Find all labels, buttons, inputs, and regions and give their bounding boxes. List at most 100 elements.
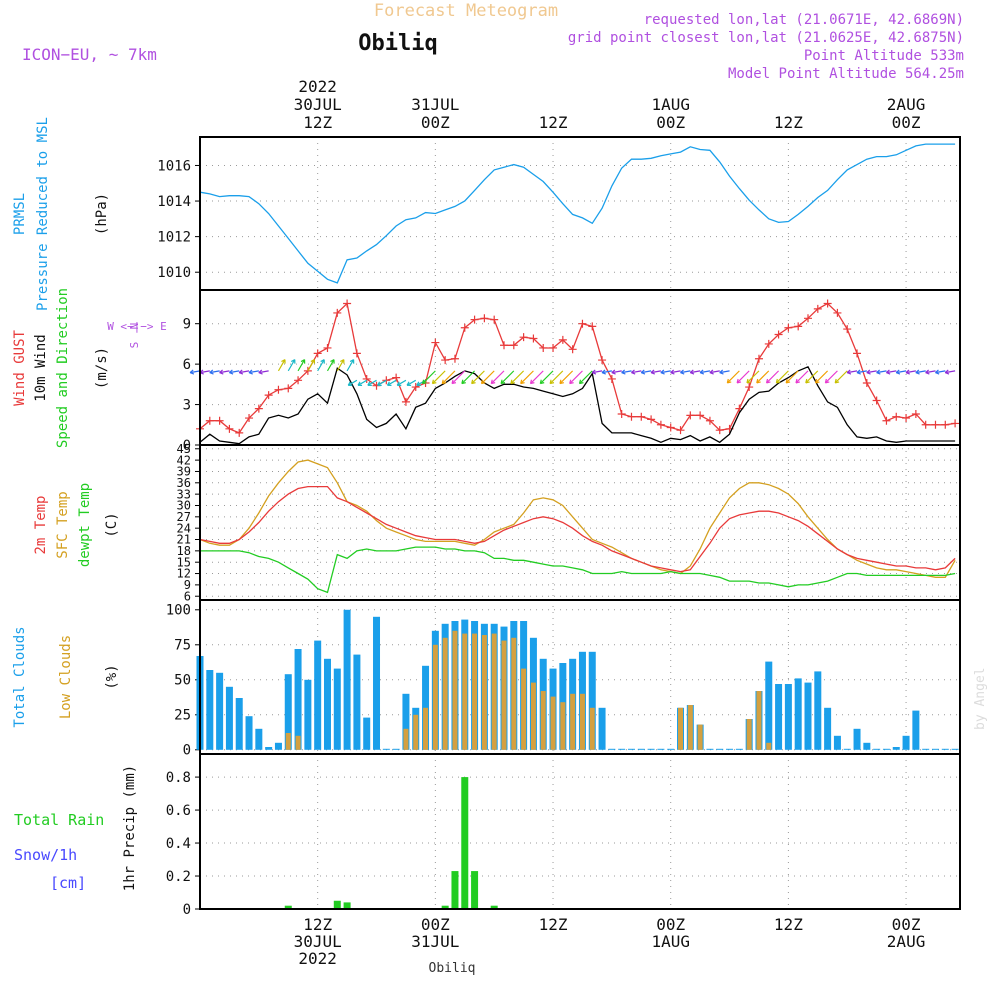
wind-arrow-head	[539, 379, 545, 385]
wind-arrow-head	[746, 378, 751, 384]
series-prmsl	[199, 143, 956, 284]
total-cloud-bar	[274, 742, 282, 750]
requested-coords: requested lon,lat (21.0671E, 42.6869N)	[644, 12, 964, 28]
total-cloud-bar	[951, 748, 959, 750]
wind-arrow-head	[238, 369, 244, 375]
wind-arrow	[248, 370, 259, 374]
total-cloud-bar	[922, 748, 930, 750]
gust-marker	[794, 322, 803, 331]
wind-arrow-head	[650, 369, 656, 375]
wind-arrow-head	[441, 379, 447, 385]
wind-arrow-head	[621, 369, 626, 375]
wind-arrow	[925, 370, 936, 374]
gust-marker	[401, 397, 410, 406]
wind-arrow	[357, 379, 368, 386]
bottom-time-label: 12Z	[303, 915, 332, 934]
total-cloud-bar	[294, 649, 302, 750]
low-cloud-bar	[511, 637, 517, 750]
total-cloud-bar	[392, 748, 400, 750]
wind-arrow	[775, 370, 789, 384]
total-cloud-bar	[863, 742, 871, 750]
rain-bar	[471, 871, 479, 909]
gust-marker	[931, 420, 940, 429]
clouds-panel: Total Clouds Low Clouds (%) 0 25 50 75 100	[12, 599, 961, 759]
wind-label-gust: Wind GUST	[12, 330, 28, 406]
total-cloud-bar	[843, 748, 851, 750]
wind-arrow-head	[320, 359, 325, 364]
bottom-time-label: 31JUL	[411, 932, 459, 951]
gridpoint-coords: grid point closest lon,lat (21.0625E, 42…	[568, 30, 964, 46]
gust-marker	[666, 423, 675, 432]
wind-arrow	[824, 370, 838, 384]
wind-arrow-head	[856, 369, 861, 375]
y-tick-label: 27	[177, 510, 191, 524]
y-tick-label: 0.2	[166, 869, 191, 885]
wind-arrow	[905, 370, 916, 374]
wind-arrow	[579, 370, 593, 385]
gust-marker	[676, 426, 685, 435]
total-cloud-bar	[833, 735, 841, 750]
total-cloud-bar	[814, 671, 822, 750]
y-tick-label: 1014	[157, 194, 191, 210]
y-tick-label: 0.4	[166, 836, 191, 852]
total-cloud-bar	[735, 748, 743, 750]
chart-title: Forecast Meteogram	[374, 1, 558, 21]
low-cloud-bar	[589, 707, 595, 750]
precip-panel: 1hr Precip (mm) Total Rain Snow/1h [cm] …	[14, 753, 961, 918]
gust-marker	[294, 376, 303, 385]
wind-arrow	[347, 379, 358, 386]
wind-arrow	[367, 379, 377, 386]
total-cloud-bar	[314, 640, 322, 750]
top-time-label: 12Z	[774, 113, 803, 132]
gust-marker	[862, 379, 871, 387]
total-cloud-bar	[627, 748, 635, 750]
wind-arrow-head	[248, 369, 253, 375]
gust-marker	[549, 343, 558, 352]
gust-marker	[892, 412, 901, 421]
gust-marker	[637, 412, 646, 421]
gust-marker	[352, 349, 361, 358]
wind-arrow-head	[349, 359, 355, 364]
pressure-frame	[199, 136, 961, 291]
wind-arrow	[297, 359, 306, 372]
pressure-panel-labels: PRMSL Pressure Reduced to MSL (hPa)	[12, 117, 110, 311]
wind-arrow-head	[944, 369, 950, 375]
wind-arrow	[199, 370, 210, 374]
y-tick-label: 75	[174, 638, 191, 654]
low-cloud-bar	[530, 682, 536, 750]
clouds-label-low: Low Clouds	[58, 635, 74, 719]
gust-marker	[627, 412, 636, 421]
gust-marker	[509, 341, 518, 350]
top-time-label: 2022	[298, 77, 337, 96]
gust-marker	[539, 343, 548, 352]
model-altitude: Model Point Altitude 564.25m	[728, 66, 964, 82]
gust-marker	[470, 315, 479, 324]
clouds-label-total: Total Clouds	[12, 626, 28, 727]
wind-arrow	[834, 370, 848, 384]
rain-bar	[451, 871, 459, 909]
gust-marker	[617, 410, 626, 418]
wind-arrow-head	[756, 378, 761, 384]
wind-arrow	[530, 370, 544, 385]
gust-marker	[696, 411, 705, 420]
total-cloud-bar	[775, 684, 783, 750]
top-time-label: 00Z	[656, 113, 685, 132]
wind-arrow	[876, 370, 887, 374]
precip-legend-rain-word-1: Total Rain	[14, 811, 104, 829]
low-cloud-bar	[678, 707, 684, 750]
gust-marker	[245, 414, 254, 423]
total-cloud-bar	[902, 735, 910, 750]
low-cloud-bar	[579, 693, 585, 750]
compass-west-east: W <−|−> E	[107, 320, 167, 333]
rain-bar	[490, 905, 498, 909]
gust-marker	[529, 334, 538, 343]
gust-marker	[578, 319, 587, 328]
top-time-label: 12Z	[303, 113, 332, 132]
y-tick-label: 0	[183, 438, 191, 454]
y-tick-label: 36	[177, 476, 191, 490]
wind-arrow-head	[490, 379, 496, 385]
total-cloud-bar	[706, 748, 714, 750]
wind-arrow-head	[805, 378, 810, 384]
wind-arrow	[287, 359, 296, 372]
